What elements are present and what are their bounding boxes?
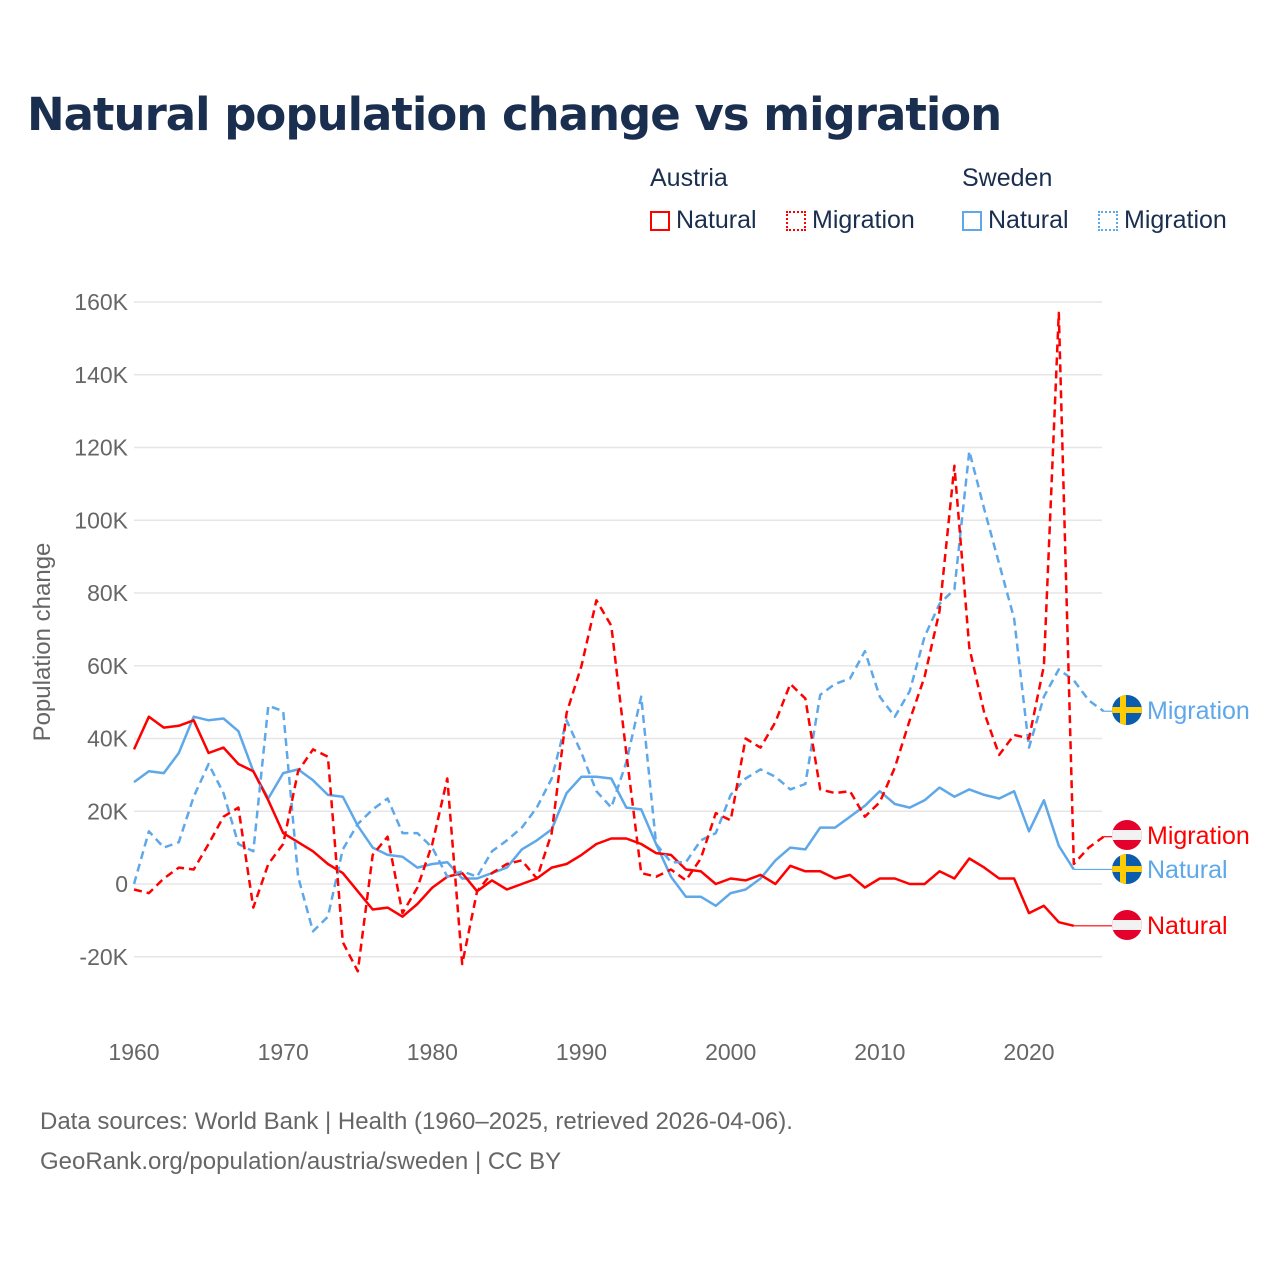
y-tick-label: 60K <box>87 653 129 679</box>
legend-label: Natural <box>988 206 1069 234</box>
series-end-label: Migration <box>1147 822 1250 850</box>
chart-title: Natural population change vs migration <box>27 88 1002 141</box>
y-tick-label: -20K <box>79 944 128 970</box>
legend-group-title: Austria <box>650 164 728 192</box>
x-tick-label: 1970 <box>258 1039 309 1065</box>
sweden-flag-icon <box>1112 854 1142 884</box>
y-tick-label: 120K <box>74 435 128 461</box>
legend-label: Migration <box>1124 206 1227 234</box>
source-line-1: Data sources: World Bank | Health (1960–… <box>40 1108 793 1135</box>
legend-swatch <box>1098 210 1118 231</box>
legend-swatch <box>962 210 982 231</box>
legend-item-sweden-migration[interactable]: Migration <box>1098 206 1227 235</box>
legend-label: Migration <box>812 206 915 234</box>
legend-swatch <box>650 210 670 231</box>
series-line-austria-migration <box>133 311 1105 973</box>
x-tick-label: 1980 <box>407 1039 458 1065</box>
legend-item-sweden-natural[interactable]: Natural <box>962 206 1069 235</box>
legend-item-austria-natural[interactable]: Natural <box>650 206 757 235</box>
legend-swatch <box>786 210 806 231</box>
y-tick-label: 140K <box>74 362 128 388</box>
series-line-sweden-migration <box>132 449 1105 933</box>
source-line-2: GeoRank.org/population/austria/sweden | … <box>40 1148 562 1175</box>
y-tick-label: 0 <box>115 871 128 897</box>
series-end-label: Natural <box>1147 912 1228 940</box>
legend-group-title: Sweden <box>962 164 1053 192</box>
austria-flag-icon <box>1112 820 1142 850</box>
y-tick-label: 40K <box>87 726 129 752</box>
austria-flag-icon <box>1112 910 1142 940</box>
x-tick-label: 1960 <box>108 1039 159 1065</box>
y-tick-label: 20K <box>87 798 129 824</box>
x-tick-label: 2020 <box>1003 1039 1054 1065</box>
y-tick-label: 160K <box>74 289 128 315</box>
series-end-label: Migration <box>1147 697 1250 725</box>
sweden-flag-icon <box>1112 695 1142 725</box>
y-tick-label: 80K <box>87 580 129 606</box>
legend-label: Natural <box>676 206 757 234</box>
series-end-label: Natural <box>1147 856 1228 884</box>
x-tick-label: 2010 <box>854 1039 905 1065</box>
y-axis-label: Population change <box>29 543 56 742</box>
legend-austria: Austria Natural Migration <box>650 164 950 244</box>
series-line-austria-natural <box>132 715 1075 928</box>
legend-item-austria-migration[interactable]: Migration <box>786 206 915 235</box>
legend-sweden: Sweden Natural Migration <box>962 164 1262 244</box>
x-tick-label: 1990 <box>556 1039 607 1065</box>
series-line-sweden-natural <box>133 715 1075 908</box>
x-tick-label: 2000 <box>705 1039 756 1065</box>
y-tick-label: 100K <box>74 507 128 533</box>
